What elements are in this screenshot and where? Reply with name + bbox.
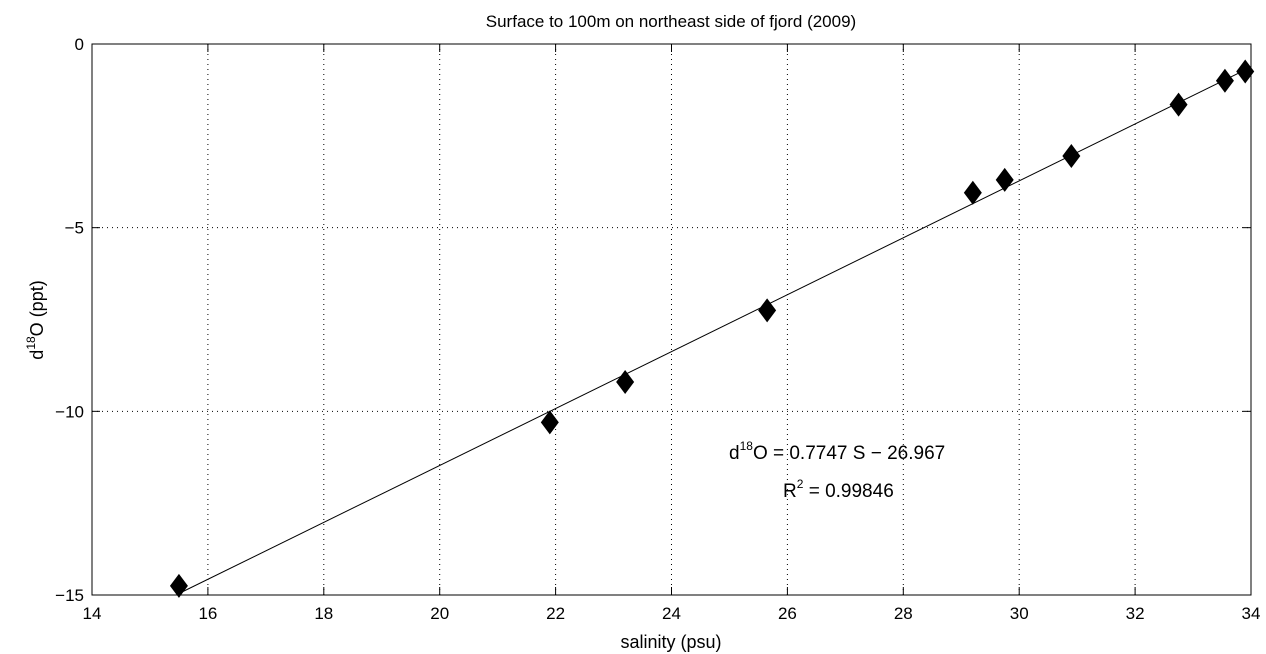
data-points	[169, 59, 1255, 598]
x-tick-label: 20	[430, 604, 449, 623]
y-label-superscript: 18	[24, 336, 38, 350]
y-axis-label: d18O (ppt)	[24, 280, 47, 359]
x-tick-label: 16	[198, 604, 217, 623]
fit-equation-base: d	[729, 443, 740, 464]
r-squared-rest: = 0.99846	[803, 481, 893, 502]
x-tick-label: 34	[1242, 604, 1261, 623]
r-squared-base: R	[783, 481, 797, 502]
x-tick-label: 30	[1010, 604, 1029, 623]
data-point	[169, 573, 188, 598]
data-point	[1169, 92, 1188, 117]
fit-equation: d18O = 0.7747 S − 26.967	[729, 439, 945, 464]
x-tick-label: 18	[314, 604, 333, 623]
x-tick-label: 24	[662, 604, 681, 623]
data-point	[963, 180, 982, 205]
y-tick-label: 0	[75, 35, 84, 54]
r-squared: R2 = 0.99846	[783, 477, 894, 502]
fit-equation-superscript: 18	[740, 439, 754, 453]
x-axis-label: salinity (psu)	[620, 632, 721, 652]
grid-lines	[92, 44, 1251, 595]
fit-equation-rest: O = 0.7747 S − 26.967	[753, 443, 945, 464]
data-point	[616, 369, 635, 394]
axis-ticks: 14 16 18 20 22 24 26 28 30 32 34 0 −5 −10 −15	[55, 35, 1260, 623]
y-label-base: d	[27, 350, 47, 360]
y-tick-label: −15	[55, 586, 84, 605]
chart-title: Surface to 100m on northeast side of fjo…	[486, 12, 856, 31]
x-tick-label: 14	[83, 604, 102, 623]
x-tick-label: 28	[894, 604, 913, 623]
y-label-rest: O (ppt)	[27, 280, 47, 336]
data-point	[995, 167, 1014, 192]
r-squared-superscript: 2	[797, 477, 804, 491]
data-point	[758, 298, 777, 323]
data-point	[1215, 68, 1234, 93]
data-point	[1062, 144, 1081, 169]
y-tick-label: −10	[55, 402, 84, 421]
data-point	[1236, 59, 1255, 84]
y-tick-label: −5	[65, 219, 84, 238]
x-tick-label: 32	[1126, 604, 1145, 623]
data-point	[540, 410, 559, 435]
x-tick-label: 26	[778, 604, 797, 623]
x-tick-label: 22	[546, 604, 565, 623]
